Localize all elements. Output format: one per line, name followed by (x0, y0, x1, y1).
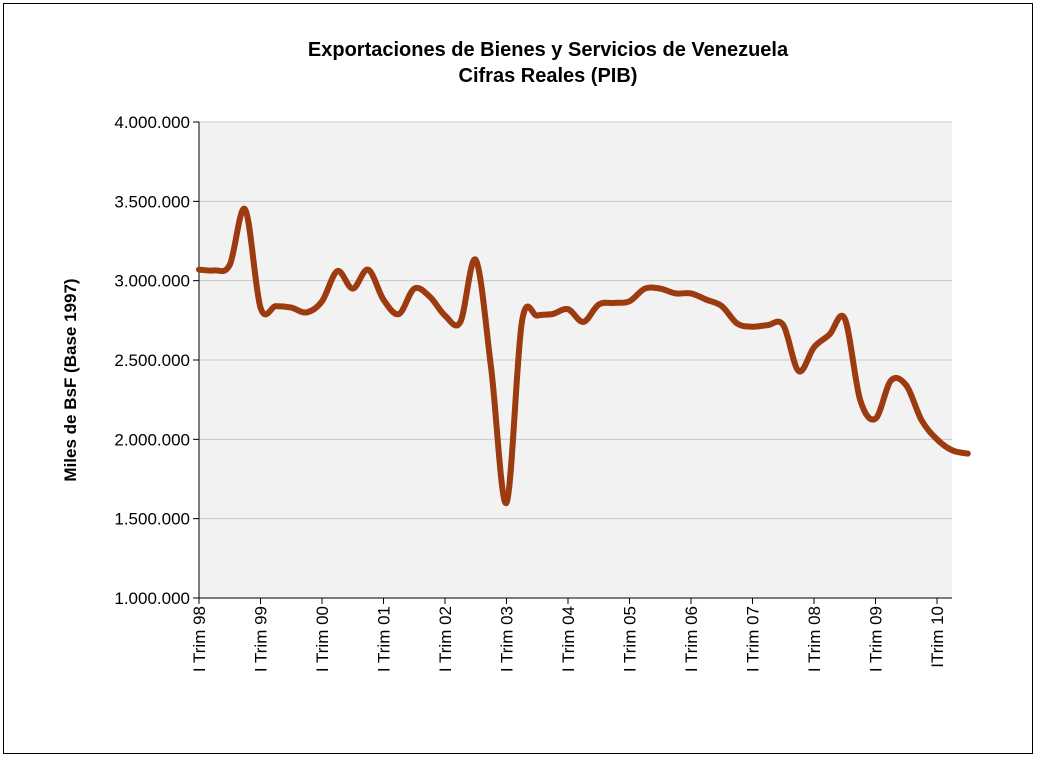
data-point (951, 449, 953, 451)
data-point (875, 418, 876, 420)
data-point (429, 296, 431, 297)
data-point (828, 334, 830, 336)
axes (193, 121, 952, 604)
data-point (844, 318, 846, 320)
data-point (260, 307, 261, 309)
y-tick-label: 1.500.000 (114, 510, 190, 529)
y-tick-label: 3.000.000 (114, 272, 190, 291)
data-point (782, 324, 784, 326)
data-point (290, 307, 292, 309)
data-point (767, 324, 769, 326)
data-point (244, 208, 246, 210)
data-point (675, 292, 677, 294)
data-point (967, 453, 969, 455)
data-point (752, 326, 753, 328)
x-tick-label: I Trim 07 (744, 606, 763, 672)
x-tick-label: I Trim 06 (682, 606, 701, 672)
grid (199, 121, 952, 520)
data-point (321, 300, 323, 302)
series-line (196, 205, 971, 506)
data-point (459, 321, 461, 323)
data-point (813, 346, 815, 348)
y-axis-tick-labels: 1.000.000 1.500.000 2.000.000 2.500.000 3.00… (114, 113, 190, 608)
data-point (552, 313, 554, 315)
chart-subtitle: Cifras Reales (PIB) (459, 65, 638, 87)
data-point (798, 370, 800, 372)
data-point (536, 315, 538, 317)
data-point (644, 288, 646, 290)
chart-title: Exportaciones de Bienes y Servicios de V… (308, 39, 789, 61)
data-point (859, 399, 861, 401)
series (196, 205, 971, 506)
data-point (506, 502, 507, 504)
x-tick-label: I Trim 04 (559, 606, 578, 672)
x-tick-label: I Trim 99 (252, 606, 271, 672)
data-point (213, 269, 215, 271)
data-point (582, 321, 584, 323)
data-point (921, 419, 923, 421)
data-point (490, 367, 492, 369)
x-tick-label: I Trim 01 (375, 606, 394, 672)
data-point (890, 380, 892, 382)
data-point (336, 270, 338, 272)
data-point (659, 288, 661, 290)
x-tick-label: I Trim 98 (190, 606, 209, 672)
data-point (275, 305, 277, 307)
data-point (475, 259, 477, 261)
data-point (567, 308, 569, 310)
y-axis-label: Miles de BsF (Base 1997) (61, 278, 80, 481)
y-tick-label: 3.500.000 (114, 192, 190, 211)
data-point (705, 299, 707, 301)
y-tick-label: 2.500.000 (114, 351, 190, 370)
data-point (736, 323, 738, 324)
data-point (352, 288, 354, 290)
data-point (398, 313, 400, 315)
x-tick-label: I Trim 05 (621, 606, 640, 672)
y-tick-label: 4.000.000 (114, 113, 190, 132)
data-point (690, 292, 692, 294)
data-point (444, 315, 446, 317)
data-point (598, 304, 600, 305)
data-point (521, 321, 523, 323)
x-tick-label: I Trim 03 (498, 606, 517, 672)
x-tick-label: I Trim 02 (436, 606, 455, 672)
x-tick-label: ITrim 10 (928, 606, 947, 668)
data-point (383, 299, 384, 301)
x-tick-label: I Trim 09 (867, 606, 886, 672)
data-point (936, 438, 938, 440)
data-point (413, 288, 415, 290)
x-tick-label: I Trim 00 (313, 606, 332, 672)
data-point (905, 384, 907, 386)
data-point (306, 311, 308, 313)
y-tick-label: 1.000.000 (114, 589, 190, 608)
x-axis-tick-labels: I Trim 98 I Trim 99 I Trim 00 I Trim 01 I Tr… (190, 606, 947, 672)
y-tick-label: 2.000.000 (114, 430, 190, 449)
x-tick-label: I Trim 08 (805, 606, 824, 672)
data-point (367, 269, 369, 271)
data-point (613, 302, 615, 304)
data-point (198, 269, 200, 271)
data-point (629, 300, 630, 302)
data-point (229, 264, 231, 266)
data-point (721, 305, 723, 307)
